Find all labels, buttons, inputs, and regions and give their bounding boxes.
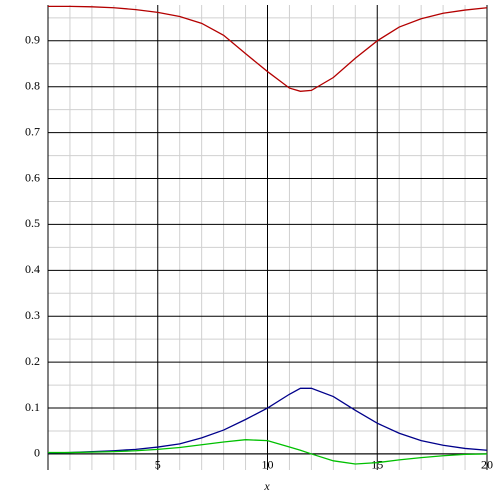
y-tick-label: 0.4 — [25, 262, 40, 276]
series-line — [48, 5, 488, 92]
x-axis-label: x — [263, 479, 270, 493]
y-tick-label: 0.5 — [25, 216, 40, 230]
y-tick-label: 0.9 — [25, 33, 40, 47]
y-tick-label: 0.3 — [25, 308, 40, 322]
y-tick-label: 0.2 — [25, 354, 40, 368]
x-tick-label: 10 — [262, 458, 274, 472]
x-tick-label: 20 — [481, 458, 493, 472]
y-tick-label: 0.8 — [25, 78, 40, 92]
x-tick-label: 15 — [371, 458, 383, 472]
y-tick-label: 0.7 — [25, 124, 40, 138]
y-tick-label: 0.1 — [25, 400, 40, 414]
series-line — [48, 439, 488, 465]
y-tick-label: 0 — [34, 446, 40, 460]
x-tick-label: 5 — [155, 458, 161, 472]
series-line — [47, 387, 488, 454]
y-tick-label: 0.6 — [25, 170, 40, 184]
